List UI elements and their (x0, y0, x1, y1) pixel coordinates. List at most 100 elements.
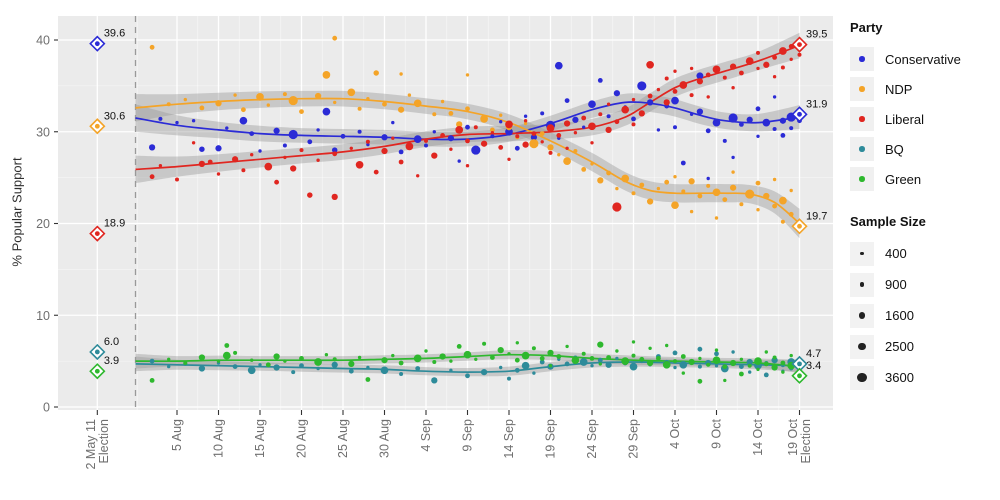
y-tick-label: 30 (36, 125, 50, 139)
poll-point (605, 126, 612, 134)
poll-point (366, 142, 370, 147)
poll-point (507, 157, 511, 161)
poll-point (333, 100, 337, 105)
poll-point (615, 356, 619, 361)
poll-point (673, 69, 677, 73)
poll-point (637, 81, 647, 91)
poll-point (514, 357, 520, 363)
election-value-label: 6.0 (104, 336, 119, 348)
election-2011-markers: 39.6 30.6 18.9 6.0 3.9 (89, 28, 125, 380)
poll-point (755, 106, 761, 112)
poll-point (530, 134, 538, 141)
legend-party-label: NDP (885, 81, 913, 97)
poll-point (191, 119, 196, 123)
poll-point (728, 113, 738, 123)
poll-point (631, 116, 636, 122)
poll-point (398, 360, 404, 366)
poll-point (247, 366, 256, 375)
poll-point (672, 88, 678, 94)
legend-key-size-dot (850, 365, 874, 390)
poll-point (722, 197, 728, 203)
poll-point (706, 176, 710, 181)
legend: Party Conservative NDP Liberal BQ Green Samp… (850, 20, 998, 393)
poll-point (258, 363, 262, 367)
poll-point (712, 356, 721, 365)
legend-key-dot (850, 107, 874, 131)
poll-point (355, 160, 364, 169)
poll-point (199, 105, 205, 111)
x-tick-label: 9 Sep (461, 419, 475, 452)
poll-point (331, 147, 338, 153)
poll-point (366, 365, 370, 370)
poll-point (198, 354, 206, 361)
poll-point (696, 108, 704, 115)
poll-point (457, 159, 461, 163)
poll-point (431, 152, 438, 159)
election-value-label: 31.9 (806, 98, 827, 110)
poll-point (729, 359, 737, 367)
poll-point (340, 133, 346, 139)
poll-point (399, 72, 403, 76)
poll-point (439, 353, 446, 360)
poll-point (307, 192, 313, 198)
poll-point (465, 138, 470, 144)
poll-point (671, 96, 679, 105)
poll-point (745, 57, 754, 65)
poll-point (357, 129, 362, 134)
x-tick-label: 10 Aug (212, 419, 226, 458)
poll-point (588, 100, 596, 109)
poll-point (571, 356, 580, 365)
poll-point (613, 90, 621, 97)
poll-point (256, 93, 264, 101)
poll-point (789, 126, 794, 131)
poll-point (697, 193, 703, 199)
poll-point (638, 110, 645, 117)
poll-point (514, 145, 520, 151)
poll-point (366, 97, 370, 101)
poll-point (639, 356, 645, 362)
poll-point (505, 127, 513, 136)
poll-point (714, 348, 719, 352)
election-value-label: 4.7 (806, 348, 821, 360)
poll-point (465, 124, 470, 130)
poll-point (316, 366, 320, 371)
poll-point (405, 142, 414, 151)
poll-point (772, 75, 777, 79)
poll-point (579, 358, 588, 366)
poll-point (398, 159, 404, 165)
poll-point (373, 169, 379, 175)
x-tick-label: Election (799, 419, 813, 464)
legend-item-size-900: 900 (850, 269, 998, 300)
poll-point (332, 35, 338, 41)
poll-point (449, 368, 453, 372)
poll-point (521, 351, 530, 360)
poll-point (273, 364, 280, 371)
poll-point (597, 341, 604, 348)
poll-point (731, 170, 735, 174)
x-tick-label: 24 Sep (585, 419, 599, 459)
poll-point (714, 216, 719, 220)
poll-point (712, 188, 721, 197)
poll-point (465, 164, 470, 168)
poll-point (597, 357, 603, 363)
x-tick-label: 19 Sep (544, 419, 558, 459)
poll-point (598, 112, 603, 117)
election-value-label: 30.6 (104, 110, 125, 122)
poll-point (149, 358, 155, 364)
legend-item-ndp: NDP (850, 74, 998, 104)
legend-key-size-dot (850, 241, 874, 266)
x-tick-label: 20 Aug (295, 419, 309, 458)
election-2015-markers: 39.5 31.9 19.7 4.73.4 (791, 29, 827, 384)
poll-point (431, 377, 438, 384)
poll-point (672, 350, 678, 356)
poll-point (680, 160, 686, 166)
legend-item-size-3600: 3600 (850, 362, 998, 393)
poll-point (681, 189, 686, 194)
poll-point (673, 365, 677, 370)
poll-point (755, 50, 761, 55)
legend-item-size-1600: 1600 (850, 300, 998, 331)
poll-point (673, 175, 677, 179)
poll-point (646, 60, 654, 69)
poll-point (615, 349, 619, 353)
poll-point (497, 346, 504, 354)
